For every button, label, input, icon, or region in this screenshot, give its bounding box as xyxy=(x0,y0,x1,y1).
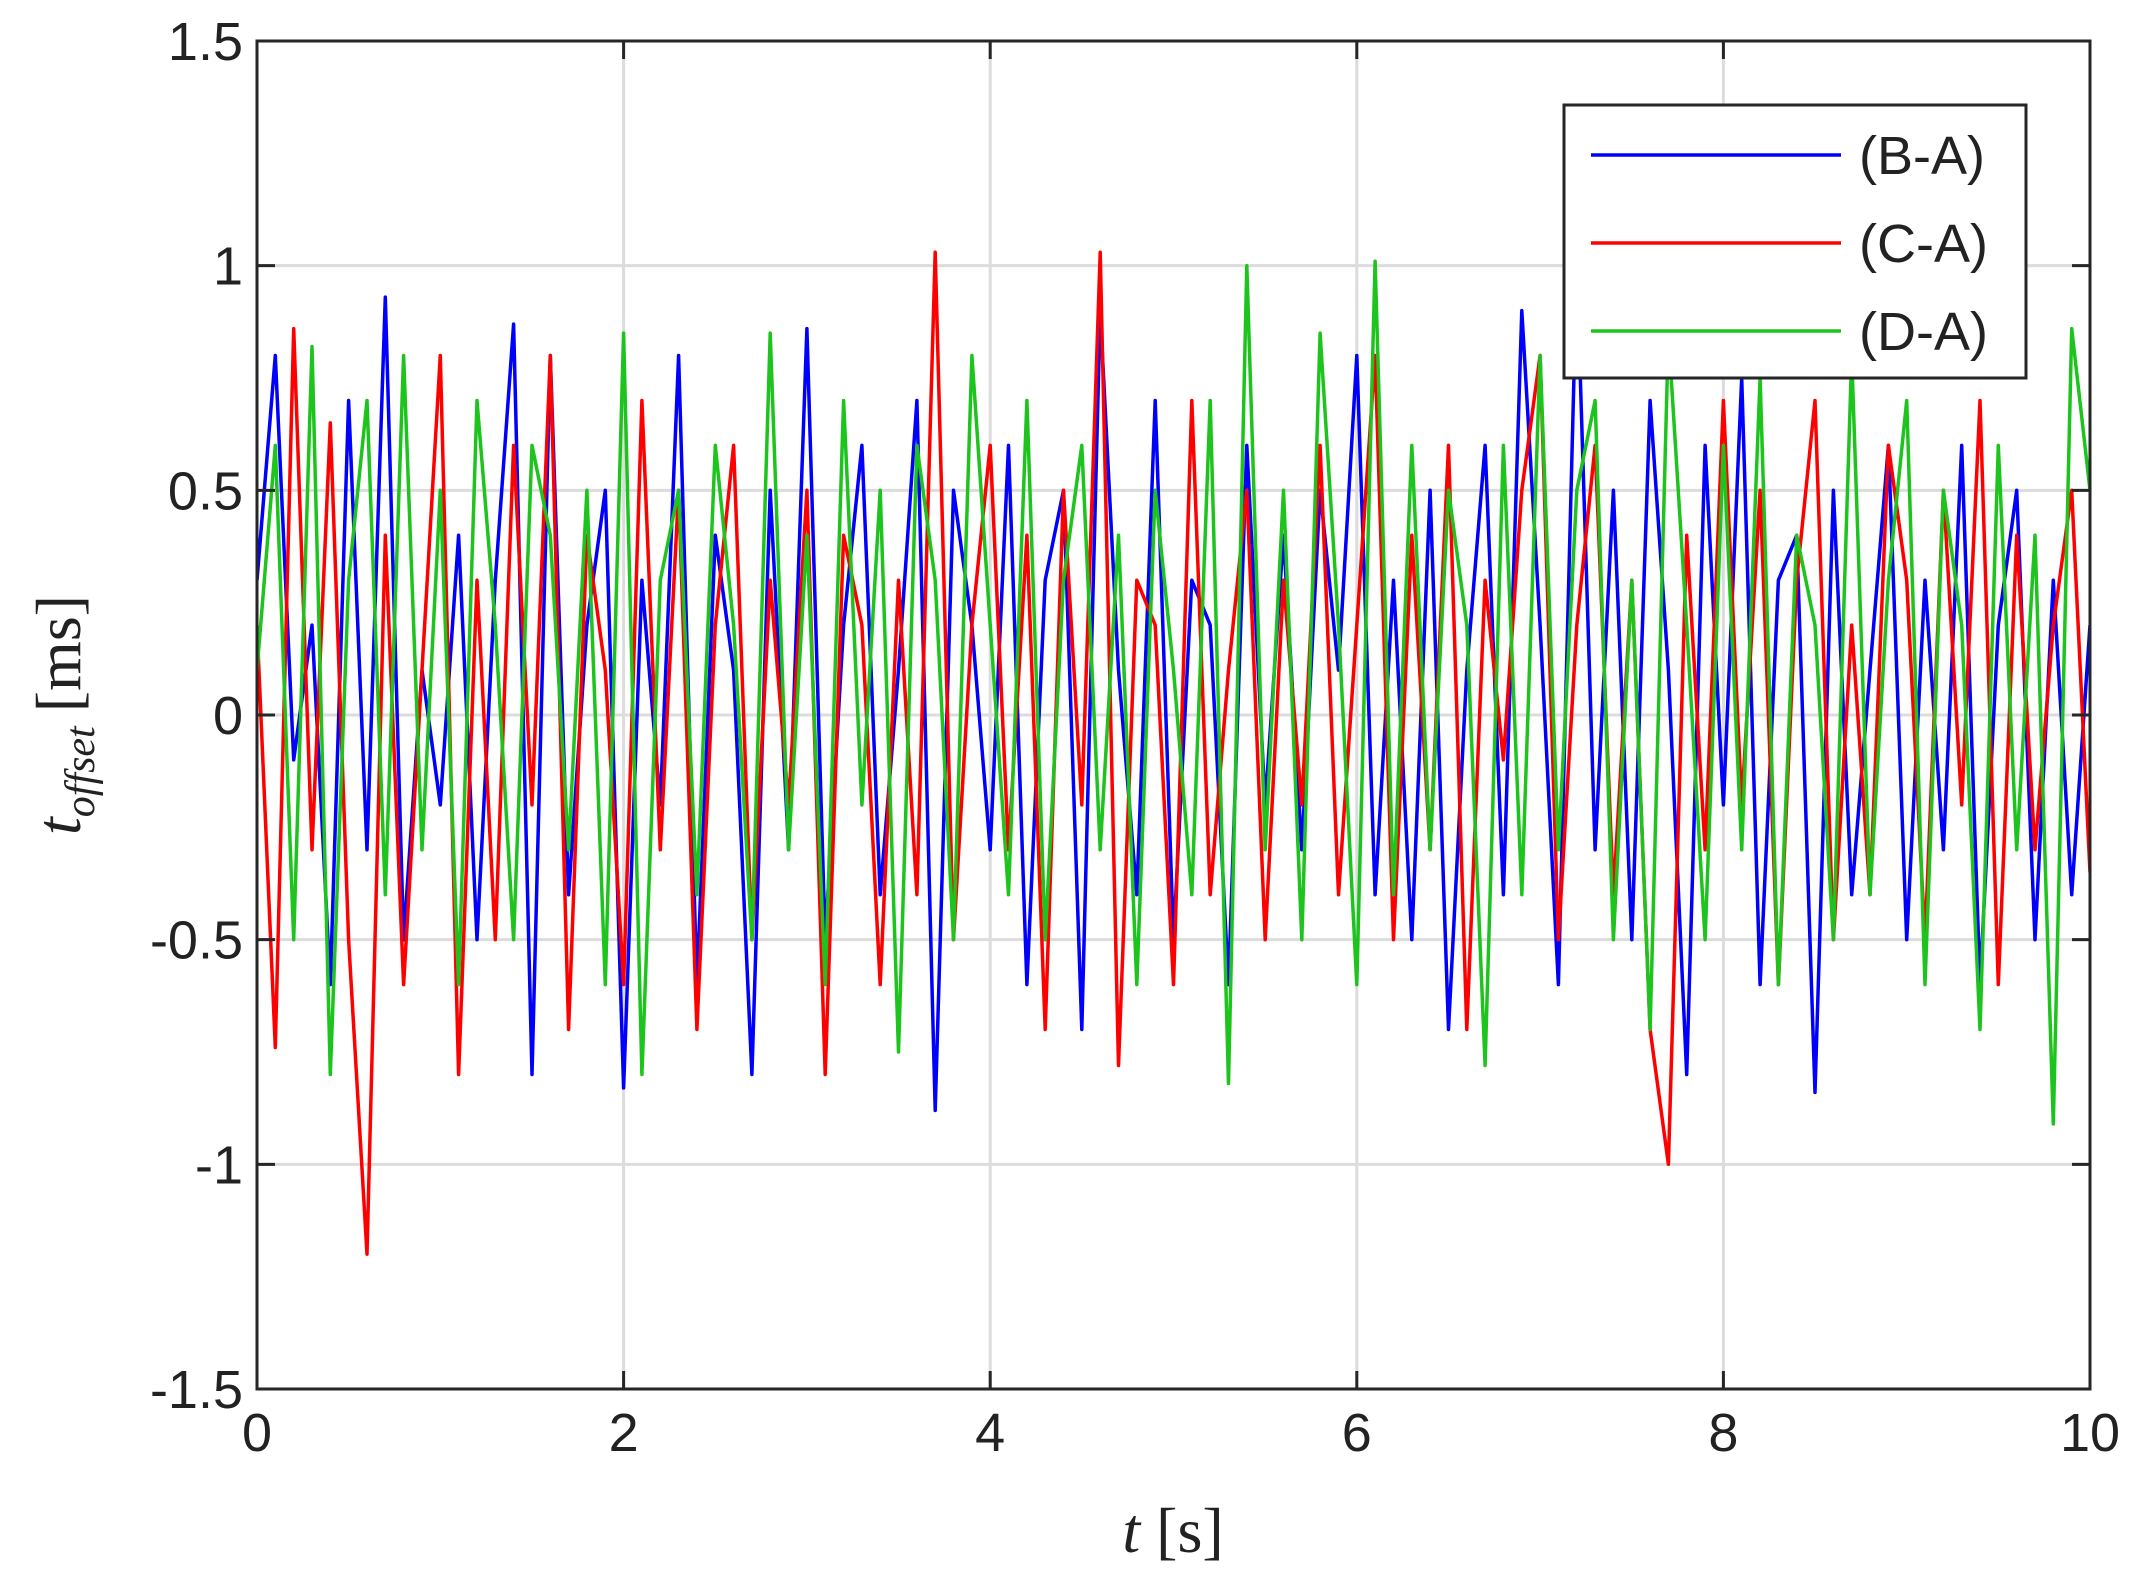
y-subscript: offset xyxy=(58,725,104,817)
x-tick-label: 4 xyxy=(975,1403,1005,1463)
y-unit: [ms] xyxy=(23,595,94,712)
x-tick-label: 10 xyxy=(2060,1403,2120,1463)
legend: (B-A) (C-A) (D-A) xyxy=(1562,103,2028,380)
y-tick-label: 0.5 xyxy=(168,461,243,521)
x-unit: [s] xyxy=(1156,1495,1224,1566)
x-symbol: t xyxy=(1122,1495,1142,1566)
y-tick-label: -0.5 xyxy=(150,911,243,971)
y-tick-label: 0 xyxy=(213,686,243,746)
ticks: 0 2 4 6 8 10 -1.5 -1 -0.5 0 0.5 1 1.5 xyxy=(150,12,2120,1463)
legend-label: (B-A) xyxy=(1859,126,1985,186)
series-line xyxy=(257,259,2090,1126)
y-axis-label: toffset [ms] xyxy=(23,595,104,835)
legend-label: (D-A) xyxy=(1859,302,1988,362)
y-tick-label: -1.5 xyxy=(150,1360,243,1420)
lines xyxy=(257,250,2090,1256)
legend-label: (C-A) xyxy=(1859,214,1988,274)
y-tick-label: -1 xyxy=(195,1135,243,1195)
x-tick-label: 8 xyxy=(1708,1403,1738,1463)
x-axis-label: t [s] xyxy=(1122,1495,1223,1566)
y-tick-label: 1.5 xyxy=(168,12,243,72)
x-tick-label: 2 xyxy=(609,1403,639,1463)
grid xyxy=(255,39,2092,1391)
x-tick-label: 6 xyxy=(1342,1403,1372,1463)
y-tick-label: 1 xyxy=(213,237,243,297)
y-symbol: t xyxy=(23,815,94,835)
x-tick-label: 0 xyxy=(242,1403,272,1463)
